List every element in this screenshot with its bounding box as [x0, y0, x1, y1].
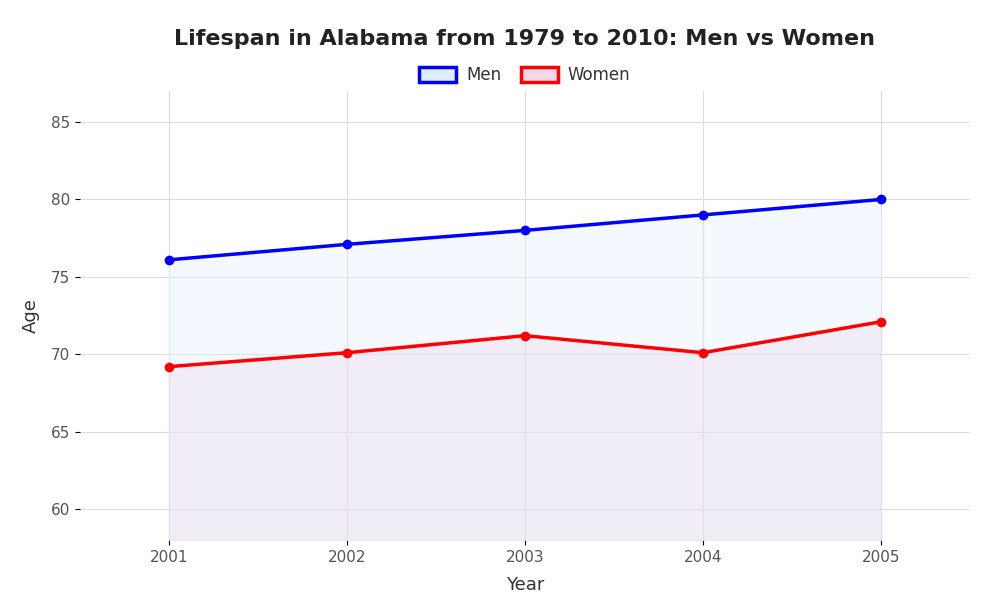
Text: Lifespan in Alabama from 1979 to 2010: Men vs Women: Lifespan in Alabama from 1979 to 2010: M…: [175, 29, 876, 49]
Legend: Men, Women: Men, Women: [414, 61, 636, 89]
X-axis label: Year: Year: [506, 576, 544, 594]
Y-axis label: Age: Age: [22, 298, 40, 333]
